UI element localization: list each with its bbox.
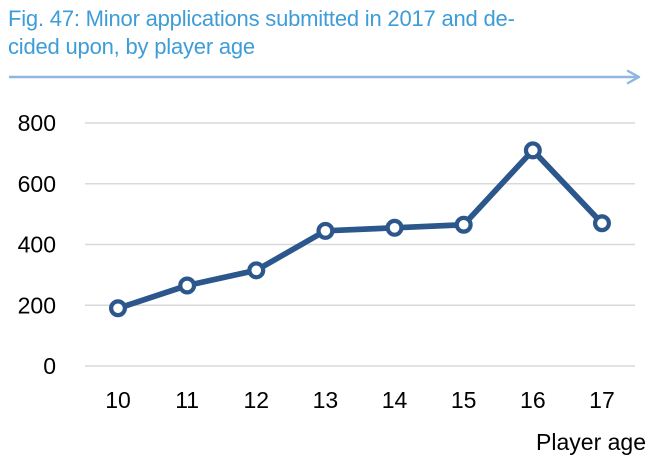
data-point-marker <box>592 214 611 233</box>
data-point-marker <box>523 141 542 160</box>
x-tick-label: 16 <box>520 387 546 413</box>
x-tick-label: 14 <box>382 387 408 413</box>
data-point-marker <box>454 215 473 234</box>
x-axis-title: Player age <box>536 429 646 455</box>
x-tick-label: 11 <box>175 387 199 413</box>
y-tick-label: 200 <box>18 292 56 318</box>
figure-title: Fig. 47: Minor applications submitted in… <box>8 5 638 61</box>
figure-title-line1: Fig. 47: Minor applications submitted in… <box>8 6 515 31</box>
y-tick-label: 800 <box>18 110 56 136</box>
x-tick-label: 15 <box>451 387 477 413</box>
x-tick-label: 17 <box>589 387 615 413</box>
arrowhead-icon <box>626 69 641 85</box>
data-point-marker <box>385 218 404 237</box>
y-tick-label: 0 <box>43 353 56 379</box>
data-point-marker <box>316 221 335 240</box>
header-arrow-rule <box>9 69 641 85</box>
y-tick-label: 600 <box>18 171 56 197</box>
data-point-marker <box>178 276 197 295</box>
series-line <box>115 147 605 312</box>
x-tick-label: 12 <box>243 387 269 413</box>
x-tick-label: 13 <box>313 387 339 413</box>
x-tick-label: 10 <box>105 387 131 413</box>
y-tick-label: 400 <box>18 232 56 258</box>
figure-title-line2: cided upon, by player age <box>8 34 255 59</box>
data-point-marker <box>108 299 127 318</box>
data-point-marker <box>247 261 266 280</box>
